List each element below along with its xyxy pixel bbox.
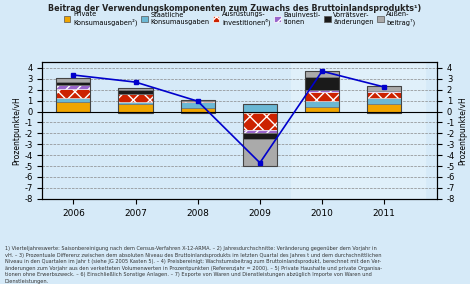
Bar	[243, 130, 277, 133]
Y-axis label: Prozentpunkte/vH: Prozentpunkte/vH	[12, 96, 22, 165]
Bar	[118, 105, 153, 112]
Bar	[118, 102, 153, 105]
Y-axis label: Prozentpunkte/vH: Prozentpunkte/vH	[458, 96, 467, 165]
Bar	[180, 112, 215, 113]
Bar	[118, 112, 153, 113]
Bar	[56, 85, 91, 89]
Bar	[305, 101, 339, 107]
Bar	[243, 139, 277, 166]
Bar	[367, 104, 401, 112]
Bar	[305, 93, 339, 101]
Bar	[305, 77, 339, 90]
Bar	[56, 99, 91, 102]
Bar	[243, 105, 277, 166]
Bar	[367, 86, 401, 113]
Bar	[56, 102, 91, 112]
Text: 1) Vierteljahreswerte: Saisonbereinigung nach dem Census-Verfahren X-12-ARMA. – : 1) Vierteljahreswerte: Saisonbereinigung…	[5, 246, 382, 284]
Bar	[56, 78, 91, 82]
Bar	[367, 112, 401, 113]
Bar	[291, 62, 425, 199]
Bar	[367, 91, 401, 93]
Bar	[243, 113, 277, 130]
Text: Beitrag der Verwendungskomponenten zum Zuwachs des Bruttoinlandsprodukts¹): Beitrag der Verwendungskomponenten zum Z…	[48, 4, 422, 13]
Bar	[367, 86, 401, 91]
Bar	[305, 71, 339, 77]
Bar	[243, 133, 277, 139]
Bar	[305, 107, 339, 112]
Bar	[180, 100, 215, 113]
Bar	[118, 87, 153, 113]
Bar	[243, 105, 277, 112]
Legend: Private
Konsumausgaben²), Staatliche
Konsumausgaben, Ausrüstungs-
investitionen⁶: Private Konsumausgaben²), Staatliche Kon…	[61, 9, 418, 29]
Bar	[305, 71, 339, 112]
Bar	[367, 93, 401, 98]
Bar	[118, 93, 153, 102]
Bar	[367, 98, 401, 104]
Bar	[118, 87, 153, 90]
Bar	[118, 90, 153, 93]
Bar	[56, 82, 91, 85]
Bar	[180, 102, 215, 108]
Bar	[56, 78, 91, 112]
Bar	[243, 112, 277, 113]
Bar	[305, 90, 339, 93]
Bar	[180, 100, 215, 101]
Bar	[180, 101, 215, 102]
Bar	[56, 89, 91, 99]
Bar	[180, 108, 215, 112]
